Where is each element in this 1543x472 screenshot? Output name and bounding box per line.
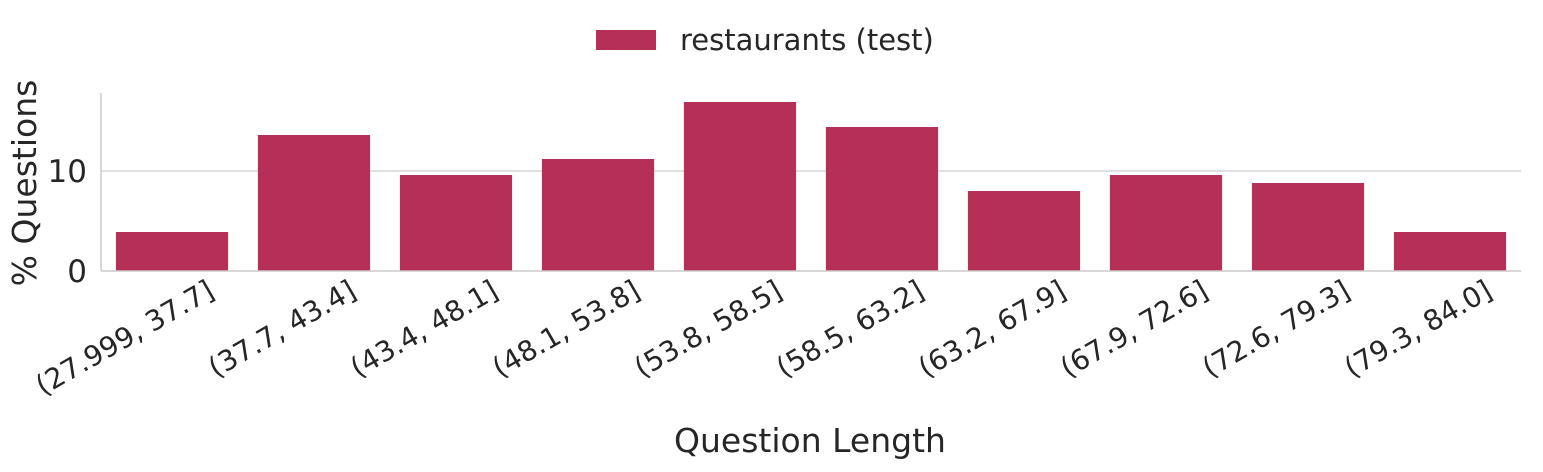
bar xyxy=(399,175,513,271)
x-tick-label: (67.9, 72.6] xyxy=(1055,273,1214,384)
axes xyxy=(100,93,1521,272)
bar xyxy=(825,127,939,271)
bar xyxy=(257,135,371,271)
x-tick-label: (58.5, 63.2] xyxy=(771,273,930,384)
bars xyxy=(115,102,1507,271)
x-tick-labels: (27.999, 37.7](37.7, 43.4](43.4, 48.1](4… xyxy=(30,273,1498,402)
bar xyxy=(541,159,655,271)
legend-label: restaurants (test) xyxy=(680,23,934,57)
x-tick-label: (43.4, 48.1] xyxy=(345,273,504,384)
x-tick-label: (27.999, 37.7] xyxy=(30,273,220,402)
x-tick-label: (48.1, 53.8] xyxy=(487,273,646,384)
bar xyxy=(967,191,1081,271)
bar xyxy=(115,232,229,271)
bar xyxy=(683,102,797,271)
y-axis-label: % Questions xyxy=(5,80,44,287)
x-tick-label: (37.7, 43.4] xyxy=(203,273,362,384)
y-tick-label: 0 xyxy=(67,254,87,290)
x-tick-label: (53.8, 58.5] xyxy=(629,273,788,384)
x-tick-label: (72.6, 79.3] xyxy=(1197,273,1356,384)
x-tick-label: (63.2, 67.9] xyxy=(913,273,1072,384)
y-tick-labels: 0 10 xyxy=(48,154,87,290)
bar xyxy=(1109,175,1223,271)
legend-swatch xyxy=(596,30,656,50)
legend: restaurants (test) xyxy=(596,23,934,57)
x-tick-label: (79.3, 84.0] xyxy=(1339,273,1498,384)
y-tick-label: 10 xyxy=(48,154,87,190)
bar xyxy=(1393,232,1507,271)
bar xyxy=(1251,183,1365,271)
x-axis-label: Question Length xyxy=(674,421,946,460)
